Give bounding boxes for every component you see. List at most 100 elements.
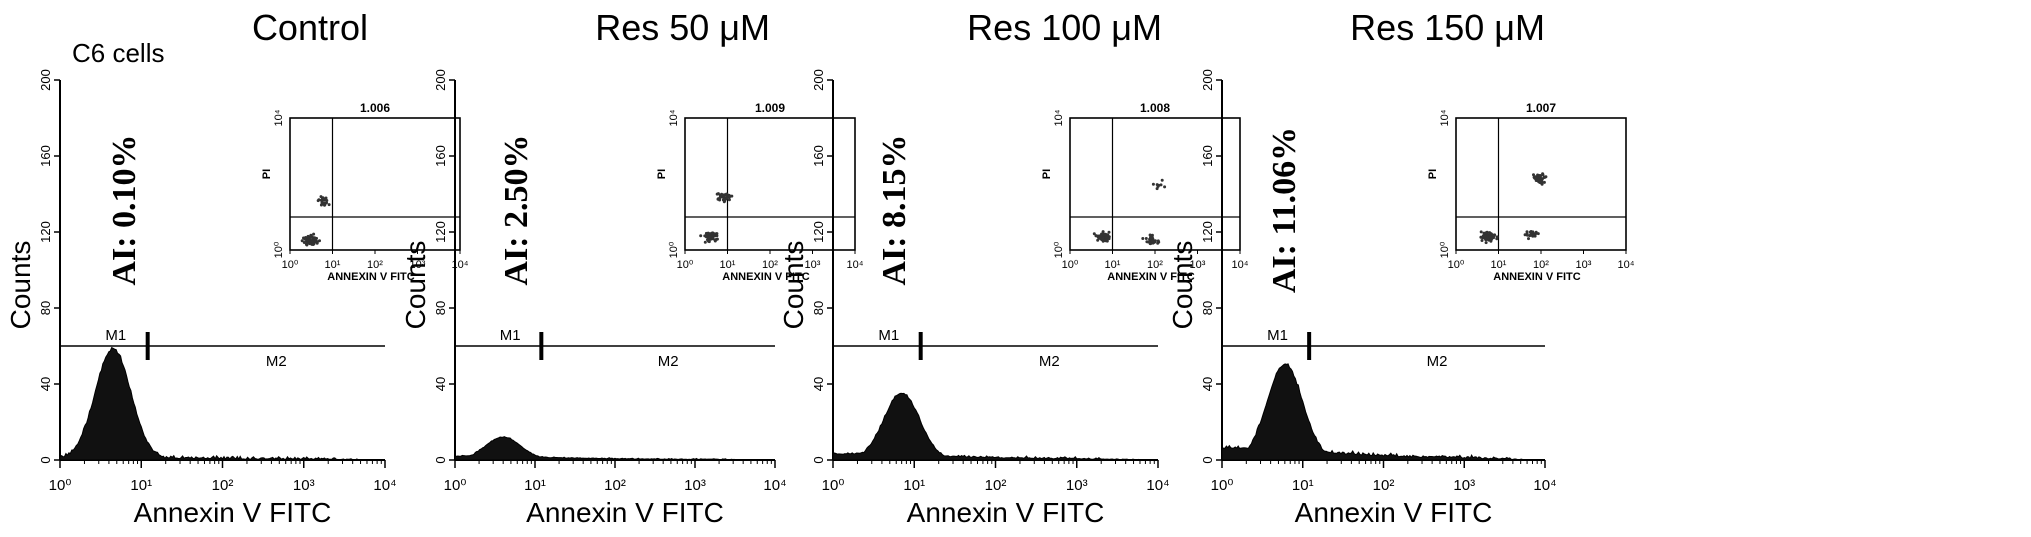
x-tick-label: 10² <box>604 477 626 494</box>
y-tick-label: 200 <box>38 69 53 91</box>
x-tick-label: 10² <box>985 477 1007 494</box>
scatter-point <box>1484 241 1488 245</box>
x-tick-label: 10¹ <box>130 477 152 494</box>
m2-label: M2 <box>1039 353 1060 370</box>
x-tick-label: 10⁰ <box>1211 477 1234 494</box>
inset-y-tick-label: 10⁴ <box>1053 109 1065 126</box>
inset-x-tick-label: 10⁴ <box>1232 259 1249 271</box>
scatter-point <box>1094 234 1098 238</box>
scatter-point <box>307 238 311 242</box>
ai-annotation: AI: 11.06% <box>1266 127 1303 293</box>
y-tick-label: 160 <box>1200 145 1215 167</box>
inset-x-tick-label: 10³ <box>805 259 821 271</box>
scatter-point <box>1145 240 1149 244</box>
inset-x-tick-label: 10² <box>367 259 383 271</box>
scatter-point <box>1152 239 1156 243</box>
chart-panel-3: Res 100 μM M1 M2 0 40 80 120 160 200 10⁰ 10¹ 10² 10³… <box>778 7 1249 528</box>
m1-label: M1 <box>500 327 521 344</box>
x-axis-label: Annexin V FITC <box>1295 497 1493 528</box>
inset-x-tick-label: 10⁴ <box>847 259 864 271</box>
x-tick-label: 10⁰ <box>444 477 467 494</box>
inset-y-tick-label: 10⁴ <box>273 109 285 126</box>
scatter-point <box>1532 233 1536 237</box>
scatter-point <box>1096 238 1100 242</box>
y-tick-label: 0 <box>433 456 448 463</box>
inset-x-tick-label: 10³ <box>410 259 426 271</box>
inset-cluster-2 <box>316 195 331 207</box>
scatter-point <box>710 231 714 235</box>
scatter-point <box>1479 230 1483 234</box>
inset-x-tick-label: 10² <box>1147 259 1163 271</box>
x-tick-label: 10³ <box>684 477 706 494</box>
inset-y-label: PI <box>261 169 273 179</box>
inset-scatter: 1.009 10⁰ 10¹ 10² 10³ 10⁴ 10⁰ 10⁴ ANNEXIN V FITC… <box>656 101 864 283</box>
inset-cluster-1 <box>1479 230 1499 245</box>
scatter-point <box>1534 176 1538 180</box>
chart-panel-4: Res 150 μM M1 M2 0 40 80 120 160 200 10⁰ 10¹ 10² 10³… <box>1167 7 1635 528</box>
scatter-point <box>302 241 306 244</box>
inset-y-label: PI <box>1041 169 1053 179</box>
x-axis-label: Annexin V FITC <box>907 497 1105 528</box>
x-tick-label: 10⁴ <box>1533 477 1556 494</box>
inset-x-tick-label: 10⁰ <box>1062 259 1079 271</box>
m2-label: M2 <box>1427 353 1448 370</box>
scatter-point <box>1097 236 1101 240</box>
inset-y-tick-label: 10⁰ <box>1053 241 1065 258</box>
y-tick-label: 80 <box>811 301 826 315</box>
x-tick-label: 10¹ <box>1292 477 1314 494</box>
scatter-point <box>1103 233 1107 237</box>
scatter-point <box>1148 233 1152 237</box>
ai-annotation: AI: 2.50% <box>498 134 535 285</box>
scatter-point <box>1541 172 1545 176</box>
m1-label: M1 <box>105 327 126 344</box>
scatter-point <box>1542 175 1546 179</box>
scatter-point <box>303 237 307 241</box>
y-tick-label: 160 <box>811 145 826 167</box>
x-tick-label: 10² <box>212 477 234 494</box>
scatter-point <box>313 236 317 240</box>
scatter-point <box>323 203 326 207</box>
scatter-point <box>1488 235 1492 239</box>
scatter-point <box>1523 233 1527 237</box>
inset-cluster-1 <box>300 232 321 247</box>
scatter-point <box>1488 232 1492 236</box>
scatter-point <box>1525 230 1529 234</box>
scatter-point <box>1525 233 1529 237</box>
scatter-point <box>1159 183 1163 187</box>
x-tick-label: 10⁰ <box>822 477 845 494</box>
scatter-point <box>304 242 308 246</box>
scatter-point <box>713 232 716 236</box>
inset-cluster-3 <box>1532 172 1548 186</box>
y-tick-label: 40 <box>433 377 448 391</box>
x-tick-label: 10⁴ <box>763 477 786 494</box>
x-tick-label: 10¹ <box>524 477 546 494</box>
inset-y-tick-label: 10⁰ <box>668 241 680 258</box>
x-tick-label: 10⁴ <box>1146 477 1169 494</box>
inset-scatter: 1.007 10⁰ 10¹ 10² 10³ 10⁴ 10⁰ 10⁴ ANNEXIN V FITC… <box>1427 101 1635 283</box>
scatter-point <box>319 203 323 207</box>
inset-x-tick-label: 10³ <box>1190 259 1206 271</box>
scatter-point <box>1482 231 1486 235</box>
y-tick-label: 0 <box>1200 456 1215 463</box>
y-tick-label: 160 <box>38 145 53 167</box>
inset-x-tick-label: 10⁰ <box>282 259 299 271</box>
scatter-point <box>1101 230 1105 234</box>
chart-title: Res 100 μM <box>967 7 1162 48</box>
scatter-point <box>1156 241 1160 245</box>
ai-annotation: AI: 0.10% <box>106 134 143 285</box>
x-tick-label: 10⁰ <box>49 477 72 494</box>
y-tick-label: 120 <box>811 221 826 243</box>
scatter-point <box>730 194 734 198</box>
y-tick-label: 40 <box>38 377 53 391</box>
m2-label: M2 <box>266 353 287 370</box>
scatter-point <box>727 198 731 202</box>
m1-label: M1 <box>878 327 899 344</box>
inset-cluster-1 <box>699 231 719 244</box>
chart-title: Res 150 μM <box>1350 7 1545 48</box>
y-tick-label: 120 <box>38 221 53 243</box>
scatter-point <box>1532 173 1535 177</box>
scatter-point <box>322 197 326 201</box>
x-axis-label: Annexin V FITC <box>134 497 332 528</box>
